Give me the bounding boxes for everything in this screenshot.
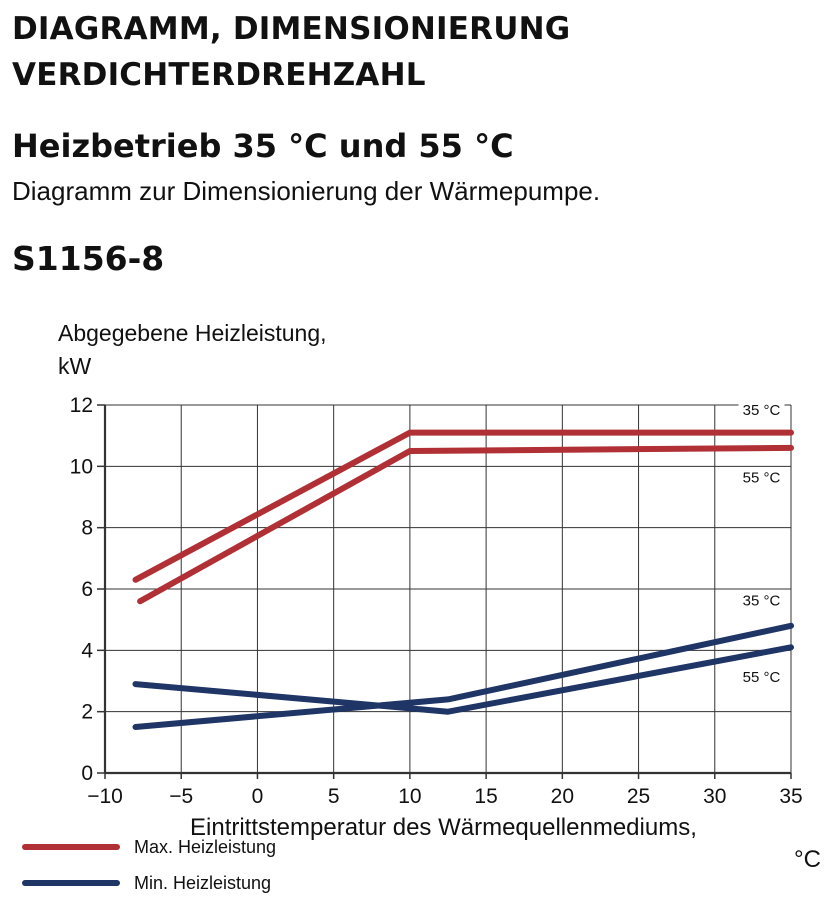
curve-label-bg — [738, 667, 785, 687]
curve-label-bg — [738, 467, 785, 488]
page-title-line1: DIAGRAMM, DIMENSIONIERUNG — [12, 11, 571, 47]
page-title-line2: VERDICHTERDREHZAHL — [12, 57, 426, 93]
x-tick-label: 25 — [627, 785, 650, 808]
legend-item-max: Max. Heizleistung — [22, 832, 276, 862]
x-tick-label: 0 — [252, 785, 264, 808]
curve-label: 55 °C — [743, 669, 781, 686]
y-axis-label-line2: kW — [58, 353, 92, 379]
y-tick-label: 2 — [81, 701, 93, 724]
legend-swatch-min — [22, 880, 120, 886]
y-tick-label: 10 — [70, 455, 93, 478]
curve-label-bg — [738, 400, 785, 421]
curve-label: 55 °C — [743, 470, 781, 487]
chart-series — [132, 429, 794, 730]
section-subtitle: Heizbetrieb 35 °C und 55 °C — [12, 127, 514, 165]
y-tick-label: 4 — [81, 639, 93, 662]
x-axis-unit: °C — [794, 846, 821, 873]
curve-label-bg — [738, 590, 785, 611]
series-line-max-35 — [132, 429, 794, 583]
chart-curve-labels: 35 °C 55 °C 35 °C 55 °C — [738, 400, 785, 687]
chart-axes: −10 −5 0 5 10 15 20 25 30 35 0 2 4 6 8 10 12 — [70, 394, 803, 808]
y-tick-label: 8 — [81, 517, 93, 540]
legend-label-max: Max. Heizleistung — [134, 836, 277, 857]
page-title: DIAGRAMM, DIMENSIONIERUNG VERDICHTERDREH… — [12, 6, 570, 98]
x-tick-label: −5 — [169, 785, 193, 808]
x-tick-label: 5 — [328, 785, 340, 808]
y-tick-label: 0 — [81, 762, 93, 785]
x-tick-label: 15 — [474, 785, 497, 808]
model-name: S1156-8 — [12, 239, 165, 278]
x-tick-label: 30 — [703, 785, 726, 808]
section-description: Diagramm zur Dimensionierung der Wärmepu… — [12, 176, 601, 206]
y-axis-label: Abgegebene Heizleistung, kW — [58, 317, 327, 383]
x-axis-label: Eintrittstemperatur des Wärmequellenmedi… — [190, 814, 697, 841]
x-tick-label: 10 — [398, 785, 421, 808]
legend-label-min: Min. Heizleistung — [134, 872, 272, 893]
series-line-max-55 — [137, 444, 794, 605]
legend-item-min: Min. Heizleistung — [22, 868, 271, 898]
legend-swatch-max — [22, 844, 120, 850]
y-tick-label: 6 — [81, 578, 93, 601]
series-line-min-55 — [132, 644, 794, 715]
x-tick-label: 35 — [779, 785, 802, 808]
y-tick-label: 12 — [70, 394, 93, 417]
curve-label: 35 °C — [743, 402, 781, 419]
series-line-min-35 — [132, 622, 794, 730]
x-tick-label: 20 — [551, 785, 574, 808]
y-axis-label-line1: Abgegebene Heizleistung, — [58, 320, 327, 346]
curve-label: 35 °C — [743, 592, 781, 609]
x-tick-label: −10 — [87, 785, 123, 808]
